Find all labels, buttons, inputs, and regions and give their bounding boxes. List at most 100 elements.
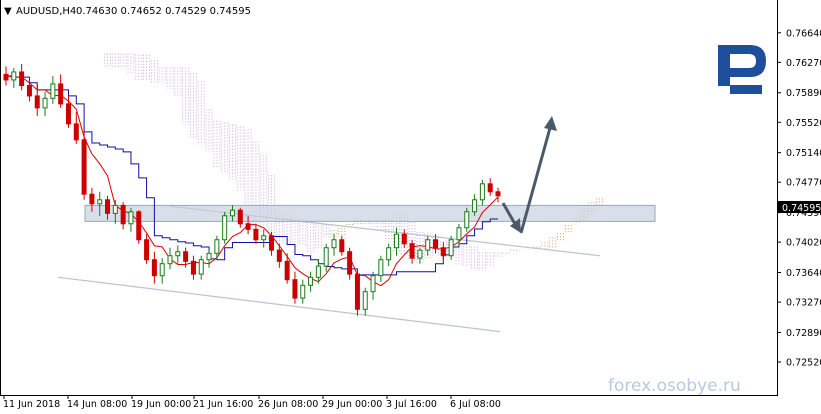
candle-body <box>401 233 407 245</box>
x-tick-label: 11 Jun 2018 <box>3 399 60 410</box>
arrow-down-line <box>501 202 517 225</box>
ichimoku-cloud <box>104 53 604 271</box>
candle-body <box>495 191 501 197</box>
candle-body <box>253 228 259 241</box>
candle-body <box>11 71 17 81</box>
x-tick-label: 29 Jun 00:00 <box>322 399 382 410</box>
candle-body <box>97 199 103 205</box>
x-tick-label: 3 Jul 16:00 <box>386 399 437 410</box>
candle-body <box>128 211 134 225</box>
time-axis: 11 Jun 2018 14 Jun 08:00 19 Jun 00:00 21 Ju… <box>3 395 501 410</box>
candle-body <box>354 273 360 310</box>
candle-body <box>73 123 79 141</box>
candle-body <box>222 215 228 241</box>
candle-body <box>58 83 64 105</box>
candle-body <box>440 247 446 257</box>
watermark: forex.osobye.ru <box>608 376 741 396</box>
candle-body <box>331 239 337 249</box>
candle-body <box>269 235 275 251</box>
candle-body <box>190 260 196 275</box>
candle-body <box>479 183 485 201</box>
candle-body <box>167 255 173 265</box>
candle-body <box>472 199 478 213</box>
candle-body <box>159 263 165 277</box>
candle-body <box>323 247 329 267</box>
x-tick-label: 21 Jun 16:00 <box>193 399 253 410</box>
candle-body <box>34 95 40 109</box>
candle-body <box>50 83 56 99</box>
candle-body <box>261 235 267 241</box>
candle-body <box>425 239 431 251</box>
candle-body <box>464 211 470 229</box>
candle-body <box>347 251 353 275</box>
candle-body <box>175 251 181 257</box>
last-price-label: 0.74595 <box>778 201 821 214</box>
candle-body <box>214 239 220 254</box>
candle-body <box>433 239 439 249</box>
candle-body <box>448 239 454 257</box>
candle-body <box>417 249 423 259</box>
candle-body <box>105 199 111 214</box>
candle-body <box>308 276 314 286</box>
candle-body <box>144 239 150 261</box>
candle-body <box>300 284 306 299</box>
candle-body <box>19 71 25 87</box>
candle-body <box>378 259 384 277</box>
logo-icon <box>718 45 766 94</box>
arrow-up-line <box>519 127 552 234</box>
candle-body <box>81 139 87 195</box>
candle-body <box>284 260 290 281</box>
candle-body <box>26 85 32 97</box>
candle-body <box>42 97 48 109</box>
candle-body <box>276 249 282 262</box>
candle-body <box>245 223 251 230</box>
ichimoku-lines <box>5 75 499 287</box>
candle-body <box>292 279 298 299</box>
arrow-up-head <box>544 116 557 131</box>
candle-body <box>89 193 95 205</box>
candle-body <box>151 259 157 277</box>
candle-body <box>409 243 415 259</box>
candle-body <box>315 265 321 278</box>
x-tick-label: 26 Jun 08:00 <box>258 399 318 410</box>
x-tick-label: 14 Jun 08:00 <box>67 399 127 410</box>
x-tick-label: 6 Jul 08:00 <box>450 399 501 410</box>
arrow-down-head <box>510 218 521 233</box>
candle-body <box>386 247 392 261</box>
candle-body <box>120 204 126 225</box>
candle-body <box>393 233 399 249</box>
tenkan-line <box>5 75 499 287</box>
ohlc-values: 0.74630 0.74652 0.74529 0.74595 <box>76 6 251 17</box>
candle-body <box>65 103 71 125</box>
last-price-text: 0.74595 <box>782 203 821 214</box>
dropdown-arrow-icon[interactable]: ▼ <box>4 6 12 17</box>
candle-body <box>370 275 376 293</box>
y-tick-label: 0.72520 <box>786 358 821 369</box>
candle-body <box>198 259 204 275</box>
candle-body <box>206 252 212 261</box>
forecast-arrows <box>501 116 557 234</box>
candle-body <box>456 227 462 241</box>
candle-body <box>339 239 345 253</box>
candle-body <box>487 183 493 193</box>
candle-body <box>362 291 368 310</box>
channel-lower-line <box>57 276 501 333</box>
candlestick-series <box>3 63 501 316</box>
kijun-line <box>6 75 498 276</box>
x-tick-label: 19 Jun 00:00 <box>131 399 191 410</box>
candle-body <box>229 209 235 217</box>
candle-body <box>3 73 9 81</box>
